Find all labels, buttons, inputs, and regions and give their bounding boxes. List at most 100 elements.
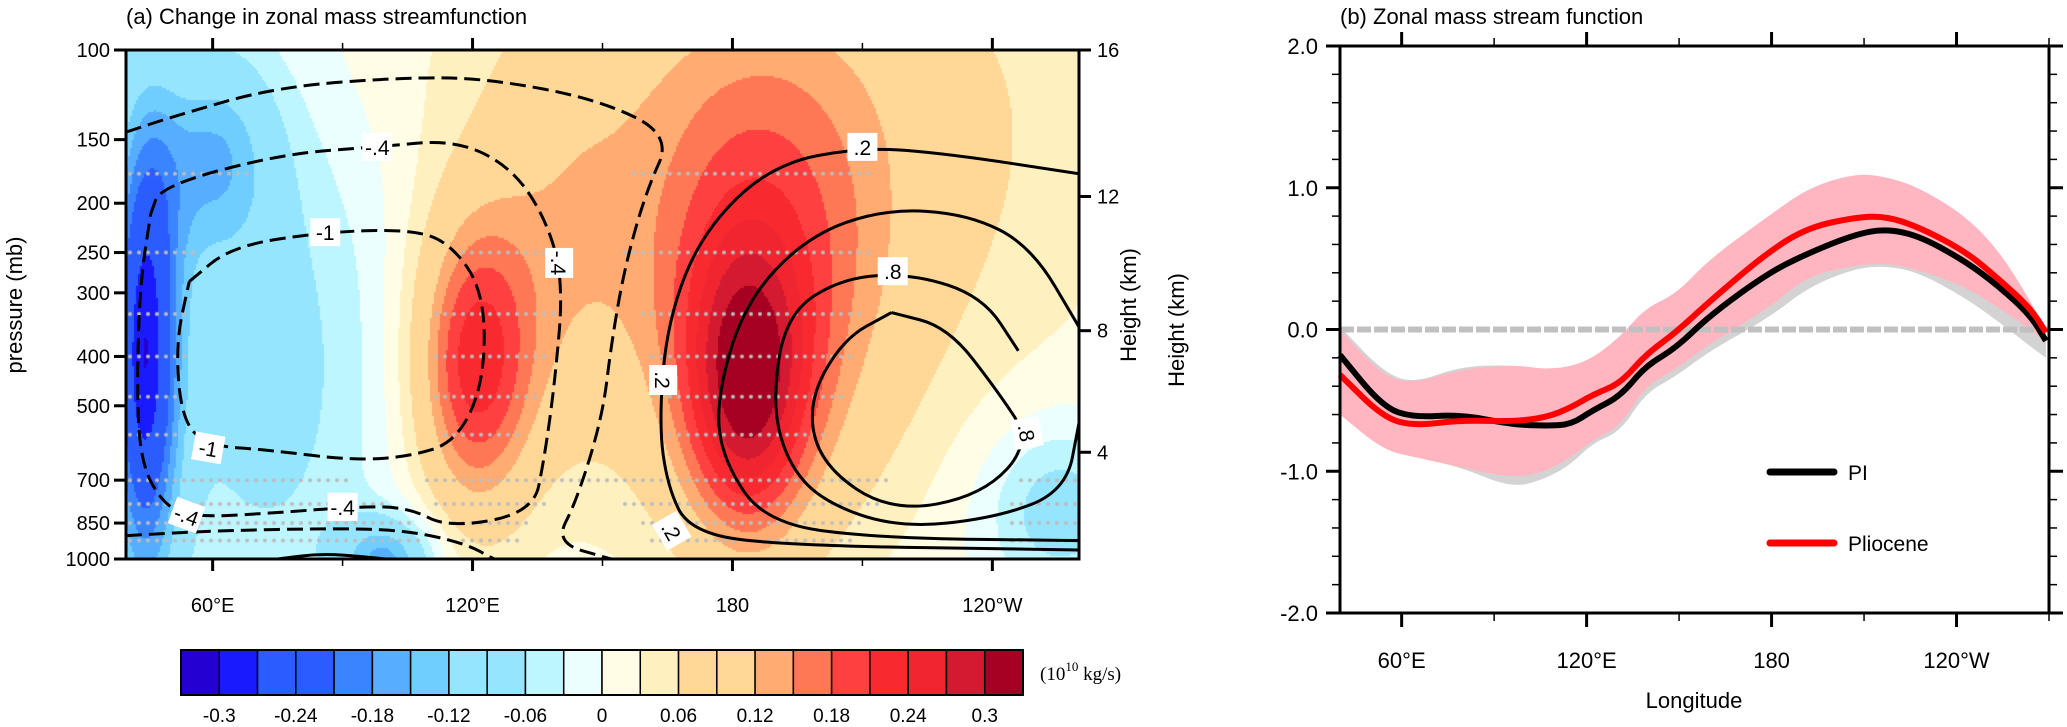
- x-tick-label: 120°E: [1557, 648, 1617, 673]
- colorbar-tick-label: -0.24: [274, 706, 318, 727]
- y-tick-label: 1.0: [1287, 176, 1318, 201]
- x-tick-label: 120°W: [1923, 648, 1990, 673]
- contour-label: .2: [649, 365, 678, 396]
- positive-contour: [810, 311, 1023, 508]
- contour-label-box: [649, 365, 678, 396]
- contour-label: -.4: [545, 247, 574, 278]
- colorbar-tick-label: -0.3: [203, 706, 236, 727]
- y-tick-label: 0.0: [1287, 318, 1318, 343]
- negative-contour: [136, 141, 563, 526]
- colorbar-tick-label: 0.12: [737, 706, 774, 727]
- colorbar-unit: (1010 kg/s): [1040, 659, 1121, 685]
- colorbar-swatch: [333, 649, 374, 696]
- contour-label: -1: [191, 431, 226, 465]
- y-tick-label: -2.0: [1280, 601, 1318, 626]
- series-line-pliocene: [1337, 213, 2049, 428]
- unit-exponent: 10: [1065, 659, 1078, 674]
- colorbar-tick-label: 0.24: [890, 706, 927, 727]
- x-tick-label: 180: [1753, 648, 1790, 673]
- contour-label: -.4: [167, 496, 206, 534]
- contour-label-box: [847, 132, 878, 161]
- colorbar-swatch: [983, 649, 1024, 696]
- colorbar-swatch: [371, 649, 412, 696]
- colorbar-frame: [180, 649, 1024, 696]
- colorbar-swatch: [677, 649, 718, 696]
- colorbar-swatch: [486, 649, 527, 696]
- x-tick-label: 120°W: [962, 595, 1022, 617]
- panel-a-y-axis-label: pressure (mb): [2, 237, 27, 374]
- colorbar-tick-label: -0.12: [427, 706, 470, 727]
- panel-b-axes: -2.0 -1.0 0.0 1.0 2.0 60°E 120°E 180 120°W: [1280, 32, 2063, 673]
- contour-label-box: [877, 257, 908, 286]
- panel-a-frame: [124, 48, 1081, 561]
- x-tick-label: 120°E: [445, 595, 500, 617]
- spread-band-pliocene: [1340, 174, 2046, 477]
- y-tick-label: 400: [77, 346, 110, 368]
- contour-label-text: .2: [854, 137, 872, 160]
- colorbar-swatch: [180, 649, 221, 696]
- colorbar-swatch: [907, 649, 948, 696]
- contour-label: -1: [310, 218, 341, 247]
- y-tick-label: 150: [77, 130, 110, 152]
- negative-contour: [125, 527, 495, 561]
- colorbar-tick-label: 0.18: [813, 706, 850, 727]
- y-tick-label: 850: [77, 513, 110, 535]
- panel-a-height-axis-label: Height (km): [1116, 248, 1141, 362]
- contour-label: .8: [1010, 415, 1044, 450]
- contour-label-box: [310, 218, 341, 247]
- contour-label: .2: [847, 132, 878, 161]
- colorbar-swatch: [639, 649, 680, 696]
- contour-label-box: [362, 132, 393, 161]
- contour-label-box: [327, 492, 358, 521]
- colorbar-swatch: [830, 649, 871, 696]
- legend-label-pi: PI: [1848, 462, 1868, 485]
- panel-a-title: (a) Change in zonal mass streamfunction: [126, 4, 527, 29]
- colorbar-swatch: [218, 649, 259, 696]
- contour-label-box: [191, 431, 226, 465]
- colorbar-swatch: [256, 649, 297, 696]
- svg-text:(1010 kg/s): (1010 kg/s): [1040, 659, 1121, 685]
- contour-label-text: -.4: [330, 497, 355, 520]
- colorbar-tick-label: -0.06: [504, 706, 547, 727]
- positive-contour: [659, 147, 1080, 552]
- contour-label: .2: [652, 510, 692, 551]
- legend: PI Pliocene: [1766, 462, 1929, 556]
- colorbar-swatch: [716, 649, 756, 696]
- positive-contour: [774, 273, 1081, 526]
- panel-b-title: (b) Zonal mass stream function: [1340, 4, 1643, 29]
- colorbar-swatch: [295, 649, 335, 696]
- colorbar: -0.3 -0.24 -0.18 -0.12 -0.06 0 0.06 0.12 0.18 0.2…: [180, 649, 1024, 727]
- contour-label-text: -1: [316, 222, 335, 245]
- negative-contour: [125, 76, 664, 561]
- height-tick-label: 12: [1097, 186, 1119, 208]
- colorbar-swatch: [524, 649, 565, 696]
- streamfunction-change-field: [126, 50, 1079, 559]
- y-tick-label: 700: [77, 470, 110, 492]
- negative-contour: [176, 228, 486, 461]
- height-tick-label: 4: [1097, 442, 1108, 464]
- legend-label-pliocene: Pliocene: [1848, 533, 1929, 556]
- contour-label: .8: [877, 257, 908, 286]
- y-tick-label: -1.0: [1280, 459, 1318, 484]
- y-tick-label: 100: [77, 40, 110, 62]
- colorbar-swatch: [754, 649, 795, 696]
- unit-suffix: kg/s): [1078, 664, 1121, 685]
- x-tick-label: 60°E: [191, 595, 235, 617]
- panel-b-y-axis-label: Height (km): [1164, 273, 1189, 387]
- y-tick-label: 250: [77, 243, 110, 265]
- colorbar-swatch: [869, 649, 909, 696]
- colorbar-swatch: [409, 649, 450, 696]
- series-line-pi: [1337, 227, 2049, 429]
- colorbar-swatch: [448, 649, 488, 696]
- y-tick-label: 2.0: [1287, 34, 1318, 59]
- height-tick-label: 16: [1097, 40, 1119, 62]
- contour-label-box: [167, 496, 206, 534]
- y-tick-label: 500: [77, 396, 110, 418]
- colorbar-swatch: [792, 649, 833, 696]
- colorbar-tick-label: -0.18: [351, 706, 394, 727]
- x-tick-label: 180: [716, 595, 749, 617]
- contour-label-text: -1: [197, 436, 219, 462]
- colorbar-tick-label: 0.06: [660, 706, 697, 727]
- contour-label-text: .8: [884, 261, 902, 284]
